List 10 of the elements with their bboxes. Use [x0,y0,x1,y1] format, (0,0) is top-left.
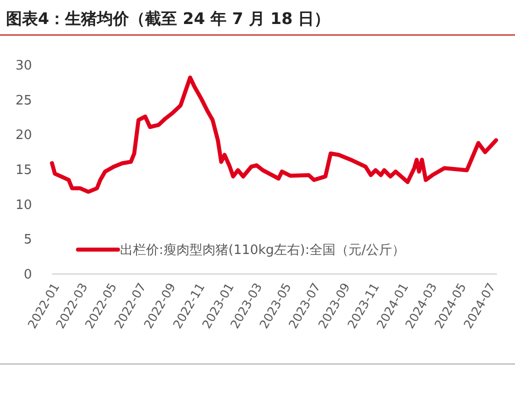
y-tick-label: 20 [15,128,32,144]
y-tick-label: 5 [24,232,32,248]
y-tick-label: 10 [15,198,32,213]
y-tick-label: 0 [24,268,32,283]
legend-label: 出栏价:瘦肉型肉猪(110kg左右):全国（元/公斤） [120,243,405,258]
y-tick-label: 15 [15,163,32,178]
line-series [50,76,498,194]
chart-title: 图表4：生猪均价（截至 24 年 7 月 18 日） [6,9,330,28]
y-tick-label: 30 [15,58,32,74]
y-tick-label: 25 [15,93,32,108]
